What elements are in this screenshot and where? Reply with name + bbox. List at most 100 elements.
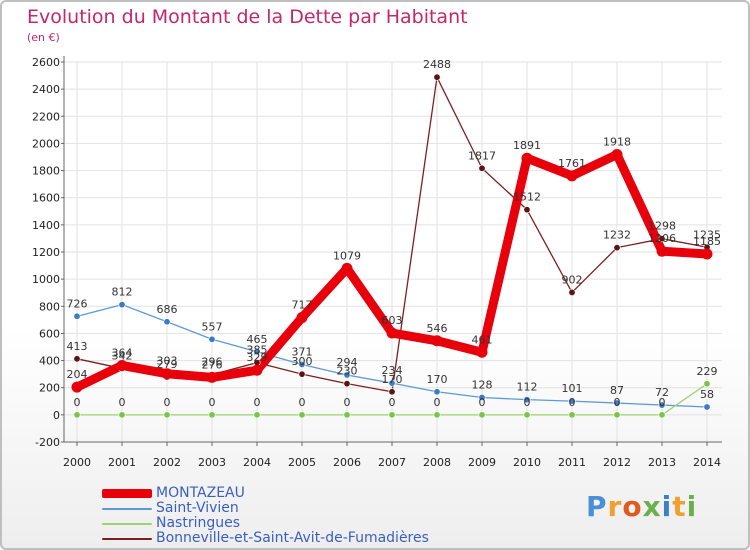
x-tick-label: 2003	[198, 456, 226, 469]
series-point-1	[118, 301, 126, 309]
series-point-1	[343, 371, 351, 379]
series-point-1	[658, 401, 666, 409]
legend-label-nastringues: Nastringues	[156, 515, 241, 531]
legend-swatch-saint-vivien	[102, 508, 152, 510]
data-label-1: 465	[247, 333, 268, 346]
data-label-0: 603	[382, 314, 403, 327]
legend-label-montazeau: MONTAZEAU	[156, 485, 245, 501]
data-label-2: 0	[299, 396, 306, 409]
series-point-2	[163, 411, 171, 419]
data-label-2: 0	[209, 396, 216, 409]
y-tick-label: -200	[35, 436, 60, 449]
data-label-2: 0	[74, 396, 81, 409]
series-point-3	[568, 288, 576, 296]
data-label-2: 0	[569, 396, 576, 409]
series-point-0	[656, 245, 668, 257]
series-point-1	[568, 397, 576, 405]
series-point-2	[118, 411, 126, 419]
data-label-0: 1918	[603, 136, 631, 149]
series-point-2	[613, 411, 621, 419]
series-point-0	[611, 149, 623, 161]
x-tick-label: 2009	[468, 456, 496, 469]
data-label-3: 279	[157, 358, 178, 371]
series-point-3	[613, 244, 621, 252]
legend-label-bonneville: Bonneville-et-Saint-Avit-de-Fumadières	[156, 530, 429, 546]
data-label-2: 229	[697, 365, 718, 378]
series-point-0	[476, 346, 488, 358]
data-label-3: 385	[247, 344, 268, 357]
data-label-2: 0	[659, 396, 666, 409]
data-label-1: 686	[157, 303, 178, 316]
data-label-3: 413	[67, 340, 88, 353]
series-point-1	[433, 388, 441, 396]
series-point-1	[163, 318, 171, 326]
x-tick-label: 2010	[513, 456, 541, 469]
series-point-2	[703, 380, 711, 388]
x-tick-label: 2008	[423, 456, 451, 469]
y-tick-label: 2200	[32, 110, 60, 123]
data-label-0: 1206	[648, 232, 676, 245]
series-point-0	[431, 335, 443, 347]
series-point-2	[298, 411, 306, 419]
x-tick-label: 2001	[108, 456, 136, 469]
data-label-1: 128	[472, 378, 493, 391]
y-tick-label: 2600	[32, 56, 60, 69]
data-label-0: 364	[112, 346, 133, 359]
series-point-2	[253, 411, 261, 419]
series-point-0	[701, 248, 713, 260]
data-label-2: 0	[524, 396, 531, 409]
series-point-0	[116, 359, 128, 371]
y-tick-label: 2000	[32, 137, 60, 150]
series-point-3	[73, 355, 81, 363]
data-label-3: 230	[337, 365, 358, 378]
series-point-2	[478, 411, 486, 419]
legend-swatch-montazeau	[102, 489, 152, 498]
data-label-1: 170	[427, 373, 448, 386]
series-point-3	[478, 164, 486, 172]
data-label-2: 0	[479, 396, 486, 409]
data-label-1: 726	[67, 297, 88, 310]
series-point-1	[298, 361, 306, 369]
x-tick-label: 2004	[243, 456, 271, 469]
data-label-3: 1235	[693, 228, 721, 241]
series-point-0	[566, 170, 578, 182]
data-label-2: 0	[389, 396, 396, 409]
data-label-3: 342	[112, 349, 133, 362]
series-point-0	[296, 312, 308, 324]
data-label-2: 0	[119, 396, 126, 409]
data-label-2: 0	[434, 396, 441, 409]
y-tick-label: 1000	[32, 273, 60, 286]
y-tick-label: 1200	[32, 246, 60, 259]
data-label-3: 1512	[513, 191, 541, 204]
x-tick-label: 2000	[63, 456, 91, 469]
series-point-3	[523, 206, 531, 214]
series-point-3	[298, 370, 306, 378]
x-tick-label: 2012	[603, 456, 631, 469]
y-tick-label: 2400	[32, 83, 60, 96]
legend-swatch-bonneville	[102, 538, 152, 540]
series-point-2	[343, 411, 351, 419]
x-tick-label: 2007	[378, 456, 406, 469]
x-tick-label: 2002	[153, 456, 181, 469]
y-tick-label: 1600	[32, 192, 60, 205]
data-label-1: 557	[202, 320, 223, 333]
series-point-1	[703, 403, 711, 411]
data-label-3: 1817	[468, 149, 496, 162]
series-point-2	[388, 411, 396, 419]
proxiti-logo: Proxiti	[586, 490, 698, 523]
series-point-3	[433, 73, 441, 81]
series-point-2	[523, 411, 531, 419]
series-point-1	[253, 348, 261, 356]
series-point-1	[523, 396, 531, 404]
series-point-2	[433, 411, 441, 419]
data-label-0: 1761	[558, 157, 586, 170]
data-label-1: 87	[610, 384, 624, 397]
data-label-0: 1185	[693, 235, 721, 248]
data-label-2: 0	[614, 396, 621, 409]
data-label-1: 101	[562, 382, 583, 395]
data-label-0: 461	[472, 333, 493, 346]
data-label-3: 902	[562, 273, 583, 286]
data-label-0: 204	[67, 368, 88, 381]
